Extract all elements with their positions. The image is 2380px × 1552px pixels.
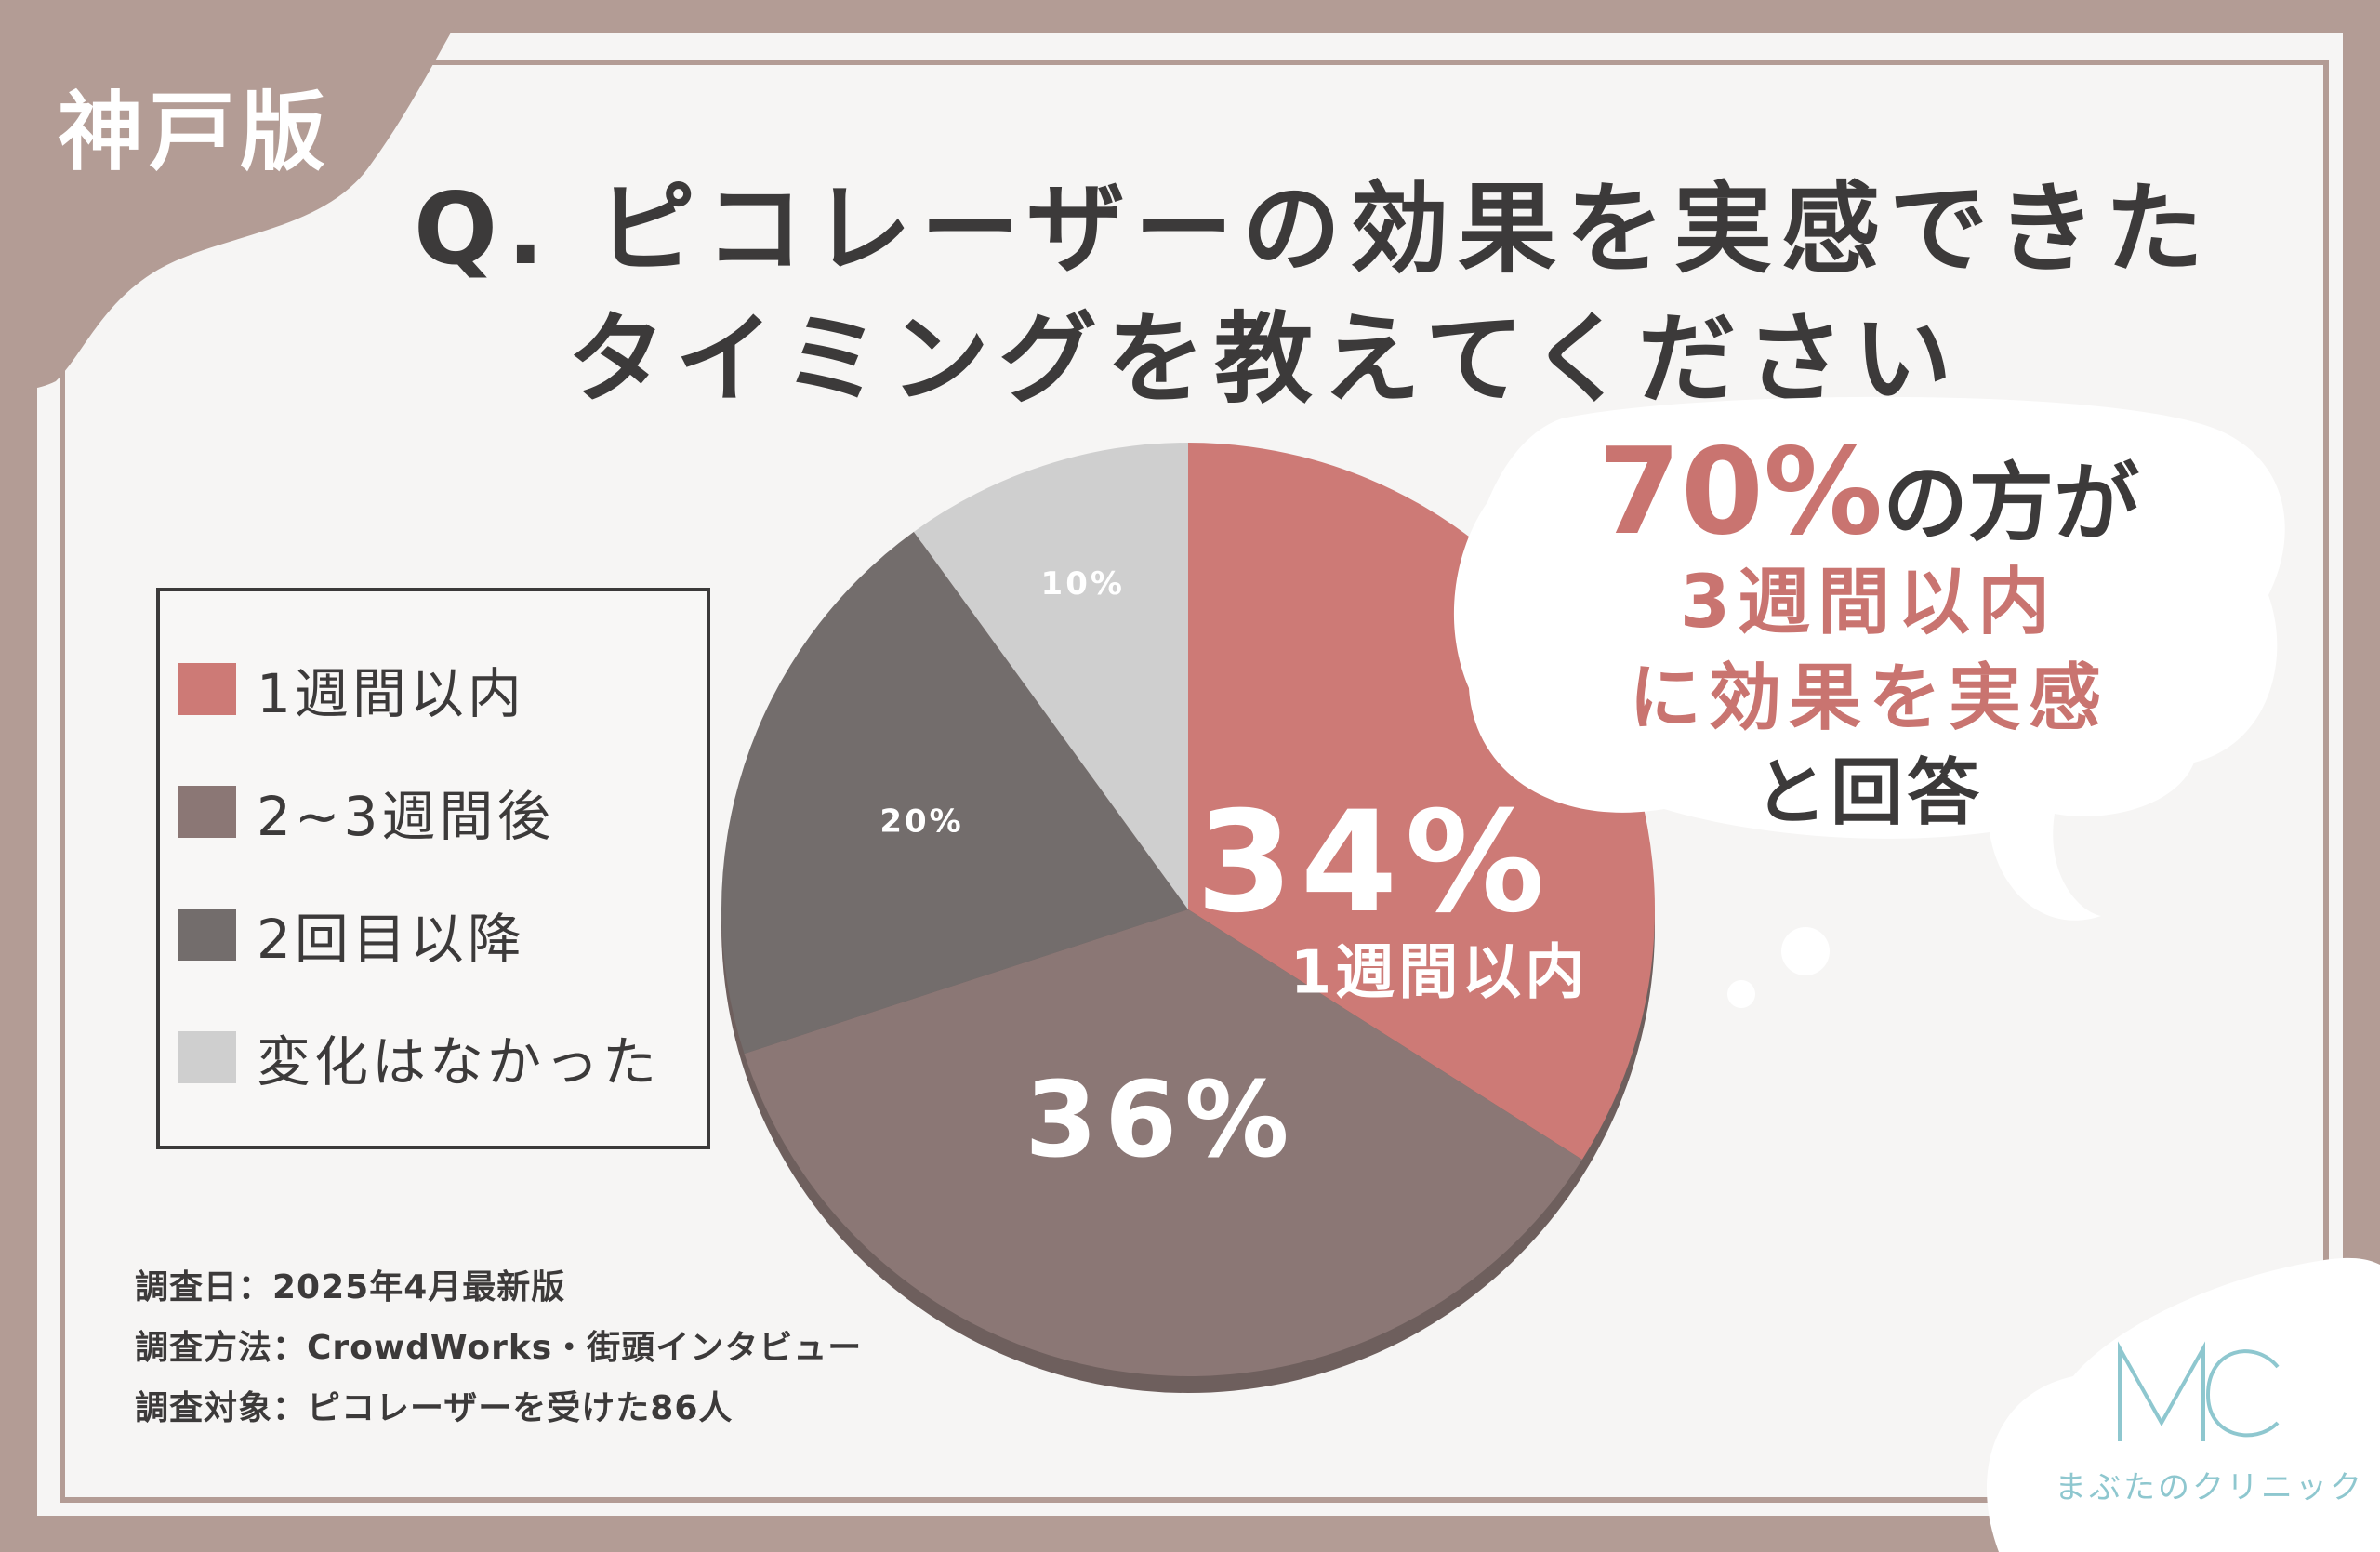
clinic-name: まぶたのクリニック bbox=[2055, 1469, 2364, 1506]
legend-item: 2回目以降 bbox=[178, 902, 525, 971]
legend-swatch bbox=[178, 786, 236, 838]
legend-label: 2~3週間後 bbox=[257, 785, 555, 848]
survey-date: 調査日：2025年4月最新版 bbox=[135, 1268, 566, 1307]
legend: 1週間以内 2~3週間後 2回目以降 変化はなかった bbox=[156, 588, 710, 1149]
pie-data-label: 10% bbox=[1041, 565, 1125, 603]
survey-method: 調査方法：CrowdWorks・街頭インタビュー bbox=[135, 1329, 863, 1367]
legend-swatch bbox=[178, 1031, 236, 1083]
survey-target: 調査対象：ピコレーザーを受けた86人 bbox=[135, 1389, 734, 1427]
legend-label: 2回目以降 bbox=[257, 908, 525, 971]
callout-line-1: 70%の方が bbox=[1460, 423, 2278, 562]
pie-slice-category-label: 1週間以内 bbox=[1290, 939, 1589, 1008]
pie-data-label: 20% bbox=[879, 803, 963, 840]
inner-frame bbox=[60, 60, 2329, 1503]
pie-slice-3 bbox=[721, 531, 1188, 1055]
callout-bubble bbox=[1453, 396, 2285, 1008]
corner-ribbon bbox=[0, 0, 469, 391]
callout-line-4: と回答 bbox=[1753, 751, 1983, 835]
callout-line-1-rest: の方が bbox=[1883, 454, 2140, 553]
pie-slice-4 bbox=[913, 443, 1188, 909]
pie-data-label: 34% bbox=[1196, 782, 1552, 944]
pie-data-label: 36% bbox=[1025, 1060, 1296, 1181]
legend-item: 2~3週間後 bbox=[178, 779, 554, 848]
clinic-logo bbox=[1986, 1257, 2380, 1552]
legend-label: 1週間以内 bbox=[257, 662, 525, 725]
callout-line-3: に効果を実感 bbox=[1628, 657, 2109, 740]
legend-item: 変化はなかった bbox=[178, 1025, 660, 1094]
pie-slice-2 bbox=[744, 909, 1582, 1377]
callout-line-2: 3週間以内 bbox=[1679, 561, 2058, 644]
legend-swatch bbox=[178, 663, 236, 715]
legend-item: 1週間以内 bbox=[178, 657, 525, 725]
legend-label: 変化はなかった bbox=[257, 1030, 661, 1094]
callout-highlight: 70% bbox=[1597, 423, 1884, 562]
question-title-line-2: タイミングを教えてください bbox=[567, 302, 1962, 417]
region-label: 神戸版 bbox=[58, 83, 332, 182]
question-title-line-1: Q. ピコレーザーの効果を実感できた bbox=[414, 172, 2214, 286]
legend-swatch bbox=[178, 909, 236, 961]
